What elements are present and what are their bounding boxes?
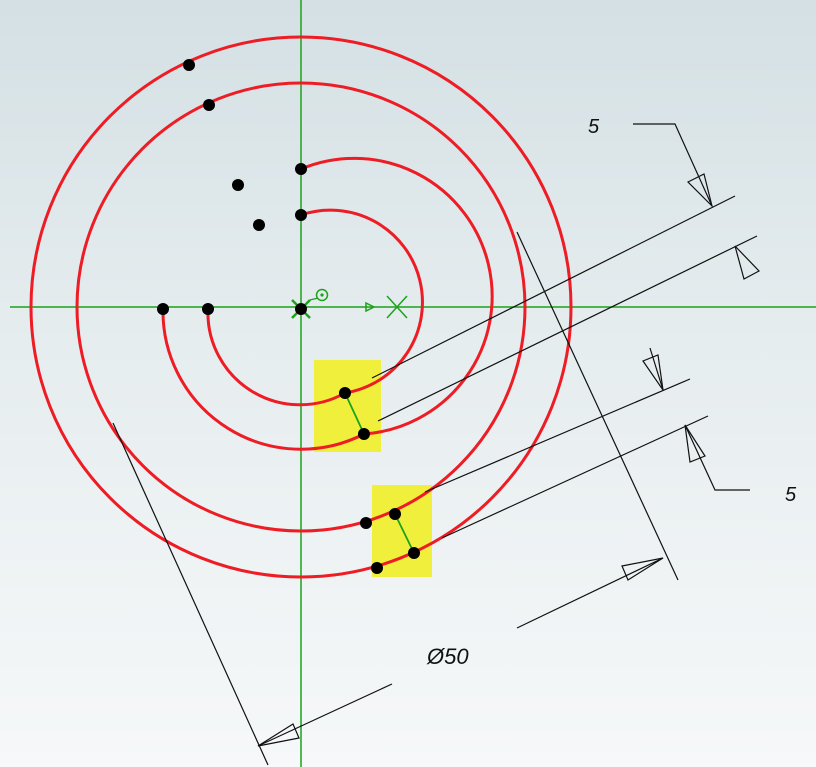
highlight-box-upper: [314, 360, 381, 452]
dimension-text-bottom[interactable]: 5: [785, 484, 797, 506]
connector-segment-lower[interactable]: [394, 513, 415, 554]
leader-top[interactable]: [633, 123, 713, 207]
arc-small[interactable]: [206, 208, 424, 407]
arrow-top-2[interactable]: [734, 245, 760, 280]
arc-large[interactable]: [161, 156, 494, 451]
point[interactable]: [360, 517, 372, 529]
arrow-diameter-left[interactable]: [257, 723, 300, 747]
diameter-extension-left[interactable]: [112, 422, 269, 766]
spiral-curves: [29, 35, 573, 579]
diameter-dim-line-right[interactable]: [516, 557, 664, 629]
extension-line-3[interactable]: [424, 378, 691, 493]
dimension-arrows: [257, 173, 760, 747]
point[interactable]: [157, 303, 169, 315]
point[interactable]: [183, 59, 195, 71]
connector-segment-upper[interactable]: [344, 392, 365, 435]
arrow-bottom-1[interactable]: [642, 354, 664, 391]
diameter-extension-right[interactable]: [516, 231, 679, 581]
point[interactable]: [253, 219, 265, 231]
point[interactable]: [339, 387, 351, 399]
diameter-dim-line-left[interactable]: [257, 683, 393, 747]
leader-bottom[interactable]: [649, 347, 664, 391]
outer-circle[interactable]: [29, 35, 573, 579]
arrow-diameter-right[interactable]: [621, 557, 664, 581]
dimension-text-top[interactable]: 5: [588, 116, 600, 138]
arrow-top-1[interactable]: [686, 173, 714, 208]
second-circle[interactable]: [75, 81, 527, 533]
point[interactable]: [389, 508, 401, 520]
sketch-points: [157, 59, 420, 574]
point[interactable]: [202, 303, 214, 315]
extension-line-2[interactable]: [377, 235, 758, 422]
leader-right[interactable]: [684, 424, 750, 491]
arrow-bottom-2[interactable]: [684, 424, 706, 463]
point[interactable]: [295, 163, 307, 175]
point[interactable]: [232, 179, 244, 191]
extension-line-4[interactable]: [441, 415, 709, 539]
point[interactable]: [408, 547, 420, 559]
axis-end-marker-icon[interactable]: [365, 295, 408, 319]
point[interactable]: [371, 562, 383, 574]
dimension-lines: [112, 123, 758, 766]
point[interactable]: [203, 99, 215, 111]
dimension-text-diameter[interactable]: Ø50: [426, 644, 469, 669]
point[interactable]: [358, 428, 370, 440]
point[interactable]: [295, 209, 307, 221]
extension-line-1[interactable]: [371, 195, 736, 379]
highlight-box-lower: [372, 485, 432, 577]
origin-marker-icon[interactable]: [291, 288, 329, 319]
